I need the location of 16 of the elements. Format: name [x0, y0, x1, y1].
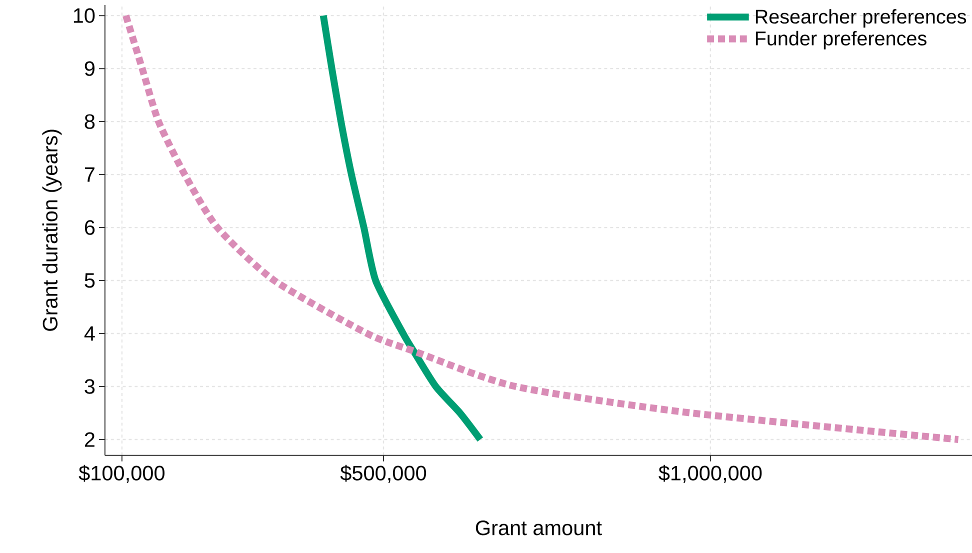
x-tick-label: $1,000,000	[658, 464, 762, 483]
y-tick-label: 4	[84, 326, 95, 341]
x-tick-label: $100,000	[78, 464, 164, 483]
y-tick-label: 9	[84, 61, 94, 76]
y-tick-label: 10	[74, 8, 95, 24]
y-tick-label: 5	[84, 273, 95, 288]
y-axis-title: Grant duration (years)	[42, 130, 62, 331]
legend-label: Researcher preferences	[756, 9, 966, 28]
legend-label: Funder preferences	[756, 31, 926, 50]
y-tick-label: 8	[84, 114, 95, 129]
y-tick-label: 6	[84, 220, 95, 235]
y-tick-label: 2	[84, 432, 94, 447]
y-tick-label: 3	[84, 379, 95, 394]
x-axis-title: Grant amount	[476, 520, 602, 536]
x-tick-label: $500,000	[340, 464, 426, 483]
y-tick-label: 7	[84, 167, 94, 182]
